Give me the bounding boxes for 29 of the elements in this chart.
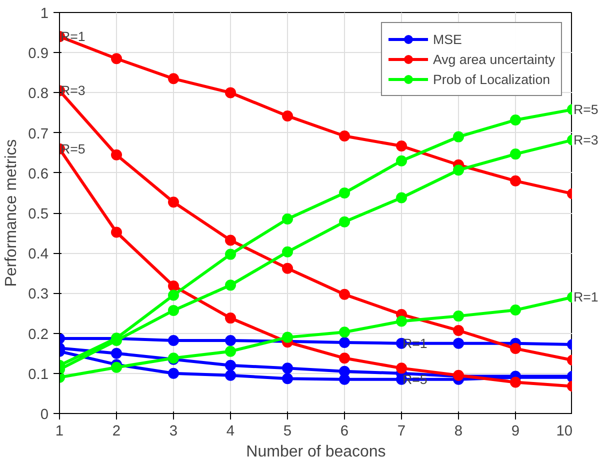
y-tick-label: 0.5 xyxy=(28,206,48,222)
legend-label: MSE xyxy=(432,32,462,46)
y-tick-label: 1 xyxy=(40,6,49,22)
y-tick-label: 0.4 xyxy=(28,246,48,263)
x-tick-label: 8 xyxy=(454,424,463,440)
y-tick-label: 0.6 xyxy=(28,166,48,182)
x-tick-label: 6 xyxy=(340,424,349,440)
x-axis-title: Number of beacons xyxy=(246,444,386,460)
x-tick-label: 3 xyxy=(169,424,178,440)
legend-label: Prob of Localization xyxy=(432,72,550,86)
x-tick-label: 5 xyxy=(283,424,292,440)
y-tick-label: 0.9 xyxy=(28,46,48,62)
y-tick-label: 0.8 xyxy=(28,86,48,102)
x-tick-label: 10 xyxy=(556,424,573,440)
y-tick-label: 0.7 xyxy=(28,126,48,142)
annotation: R=1 xyxy=(574,290,598,305)
x-tick-label: 4 xyxy=(226,424,235,440)
x-tick-label: 9 xyxy=(511,424,520,440)
y-tick-label: 0.2 xyxy=(28,326,48,343)
y-tick-label: 0.1 xyxy=(28,366,48,383)
x-tick-label: 1 xyxy=(55,424,64,440)
y-tick-label: 0 xyxy=(40,407,49,423)
x-tick-label: 2 xyxy=(112,424,121,440)
x-tick-label: 7 xyxy=(397,424,406,440)
legend-label: Avg area uncertainty xyxy=(432,52,555,66)
y-tick-label: 0.3 xyxy=(28,286,48,303)
annotation: R=5 xyxy=(574,102,598,118)
annotation: R=3 xyxy=(574,132,598,148)
y-axis-title: Performance metrics xyxy=(3,139,20,287)
